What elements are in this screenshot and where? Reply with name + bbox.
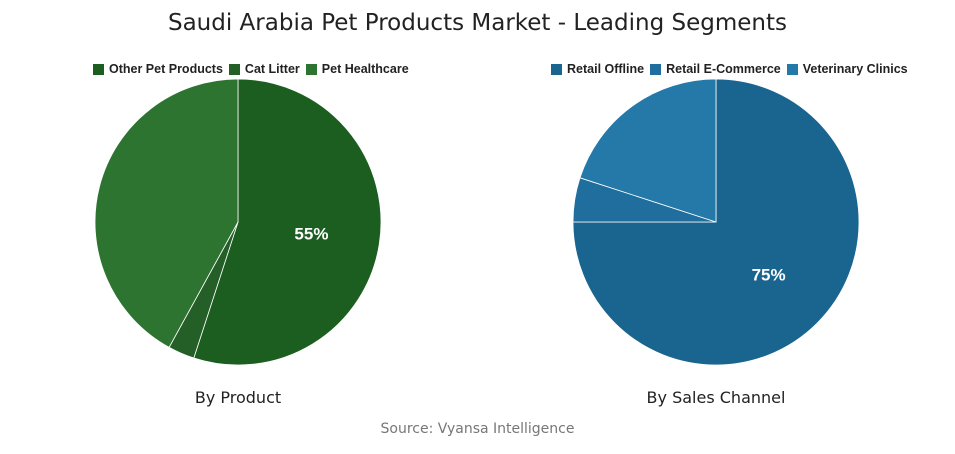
pie-slice-veterinary-clinics <box>579 78 717 223</box>
legend-item: Retail Offline <box>551 62 644 76</box>
pie-slice-pet-healthcare <box>94 78 239 348</box>
legend-item: Veterinary Clinics <box>786 62 908 76</box>
legend-swatch <box>650 63 662 75</box>
legend-swatch <box>305 63 317 75</box>
legend-label: Pet Healthcare <box>321 62 409 76</box>
legend-label: Retail Offline <box>567 62 645 76</box>
pie-slice-other-pet-products <box>193 78 382 366</box>
subtitle-product: By Product <box>194 388 282 407</box>
data-label: 75% <box>752 266 786 285</box>
legend-item: Cat Litter <box>228 62 300 76</box>
legend-label: Retail E-Commerce <box>666 62 781 76</box>
data-label: 55% <box>294 225 328 244</box>
legend-swatch <box>786 63 798 75</box>
legend-item: Other Pet Products <box>93 62 223 76</box>
subtitle-channel: By Sales Channel <box>646 388 786 407</box>
legend-label: Cat Litter <box>244 62 300 76</box>
legend-item: Retail E-Commerce <box>650 62 781 76</box>
legend-item: Pet Healthcare <box>305 62 409 76</box>
legend-swatch <box>228 63 240 75</box>
legend-label: Other Pet Products <box>109 62 223 76</box>
legend-label: Veterinary Clinics <box>802 62 908 76</box>
legend-channel: Retail Offline Retail E-Commerce Veterin… <box>551 62 908 76</box>
chart-title: Saudi Arabia Pet Products Market - Leadi… <box>167 10 787 36</box>
legend-swatch <box>93 63 104 75</box>
pie-slice-retail-offline <box>572 78 860 366</box>
source-note: Source: Vyansa Intelligence <box>380 421 575 437</box>
legend-product: Other Pet Products Cat Litter Pet Health… <box>93 62 409 76</box>
legend-swatch <box>551 63 562 75</box>
